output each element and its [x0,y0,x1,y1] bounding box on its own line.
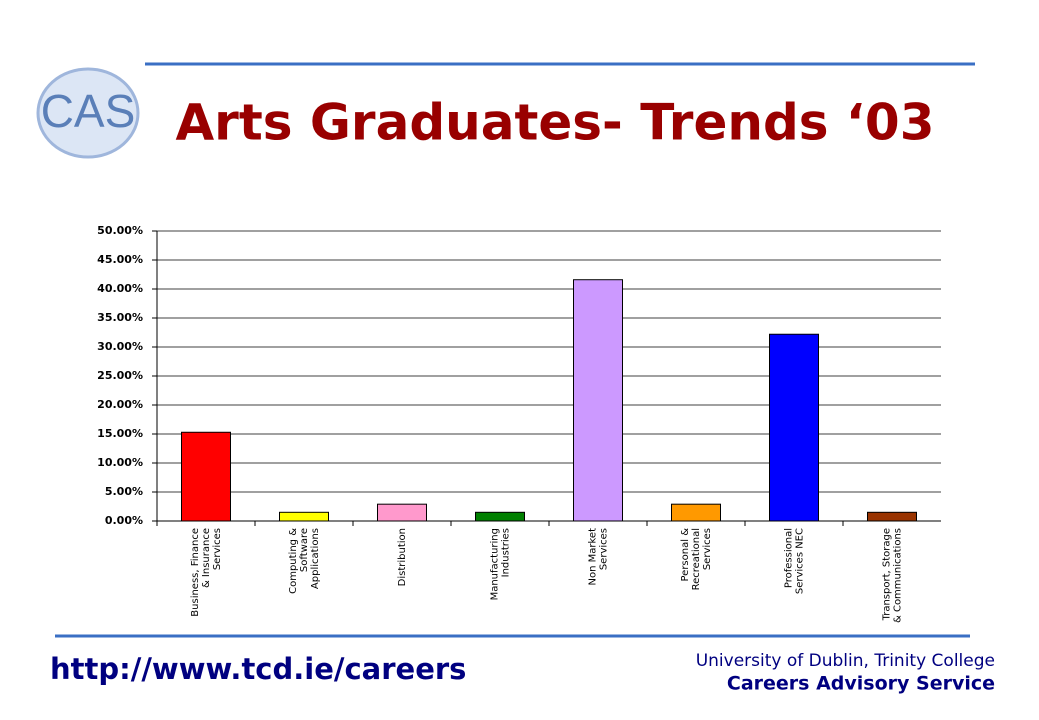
x-tick-label-line: Professional [784,528,795,588]
x-tick-label: Transport, Storage& Communications [882,528,904,623]
bar [279,511,329,522]
y-tick-label: 50.00% [97,224,143,237]
y-tick-label: 0.00% [105,514,143,527]
bar [867,511,917,522]
x-tick-group: Transport, Storage& Communications [882,528,904,623]
x-tick-label-line: Business, Finance [190,528,201,617]
x-tick-label-line: & Communications [893,528,904,623]
x-tick-label: ProfessionalServices NEC [784,528,806,594]
y-tick-label: 40.00% [97,282,143,295]
bar [377,503,427,522]
x-tick-label-line: Software [299,528,310,572]
x-tick-label-line: & Insurance [201,528,212,588]
logo: CAS [41,85,136,137]
x-tick-label: ManufacturingIndustries [490,528,512,600]
x-tick-group: Personal &RecreationalServices [680,528,713,591]
x-tick-label-line: Transport, Storage [882,528,893,621]
x-tick-label: Business, Finance& InsuranceServices [190,528,223,617]
x-tick-label-line: Manufacturing [490,528,501,600]
x-tick-label-line: Services [702,528,713,570]
y-tick-label: 20.00% [97,398,143,411]
y-tick-label: 35.00% [97,311,143,324]
x-tick-label: Distribution [397,528,408,586]
bar [769,333,819,522]
logo-ring [36,67,140,159]
y-tick-label: 15.00% [97,427,143,440]
bar [181,431,231,522]
x-tick-label-line: Services [599,528,610,570]
bar [475,511,525,522]
x-tick-group: Business, Finance& InsuranceServices [190,528,223,617]
slide-title: Arts Graduates- Trends ‘03 [175,94,934,152]
x-tick-label: Non MarketServices [588,528,610,586]
x-tick-label-line: Computing & [288,528,299,594]
x-tick-label-line: Industries [501,528,512,577]
x-tick-label-line: Personal & [680,528,691,582]
x-tick-group: Distribution [397,528,408,586]
footer-url: http://www.tcd.ie/careers [50,652,466,686]
x-tick-group: ProfessionalServices NEC [784,528,806,594]
x-tick-group: Non MarketServices [588,528,610,586]
x-tick-label-line: Distribution [397,528,408,586]
x-tick-label-line: Services NEC [795,528,806,594]
x-tick-group: ManufacturingIndustries [490,528,512,600]
footer-institution: University of Dublin, Trinity College [696,651,995,671]
y-tick-label: 25.00% [97,369,143,382]
footer-service: Careers Advisory Service [727,673,995,695]
y-tick-label: 5.00% [105,485,143,498]
x-tick-label-line: Services [212,528,223,570]
x-tick-label: Personal &RecreationalServices [680,528,713,591]
x-tick-label-line: Applications [310,528,321,589]
x-tick-label-line: Non Market [588,528,599,586]
y-tick-label: 10.00% [97,456,143,469]
y-tick-label: 30.00% [97,340,143,353]
x-tick-label: Computing &SoftwareApplications [288,528,321,594]
x-tick-label-line: Recreational [691,528,702,590]
y-tick-label: 45.00% [97,253,143,266]
x-tick-group: Computing &SoftwareApplications [288,528,321,594]
bar [573,279,623,522]
bar [671,503,721,522]
